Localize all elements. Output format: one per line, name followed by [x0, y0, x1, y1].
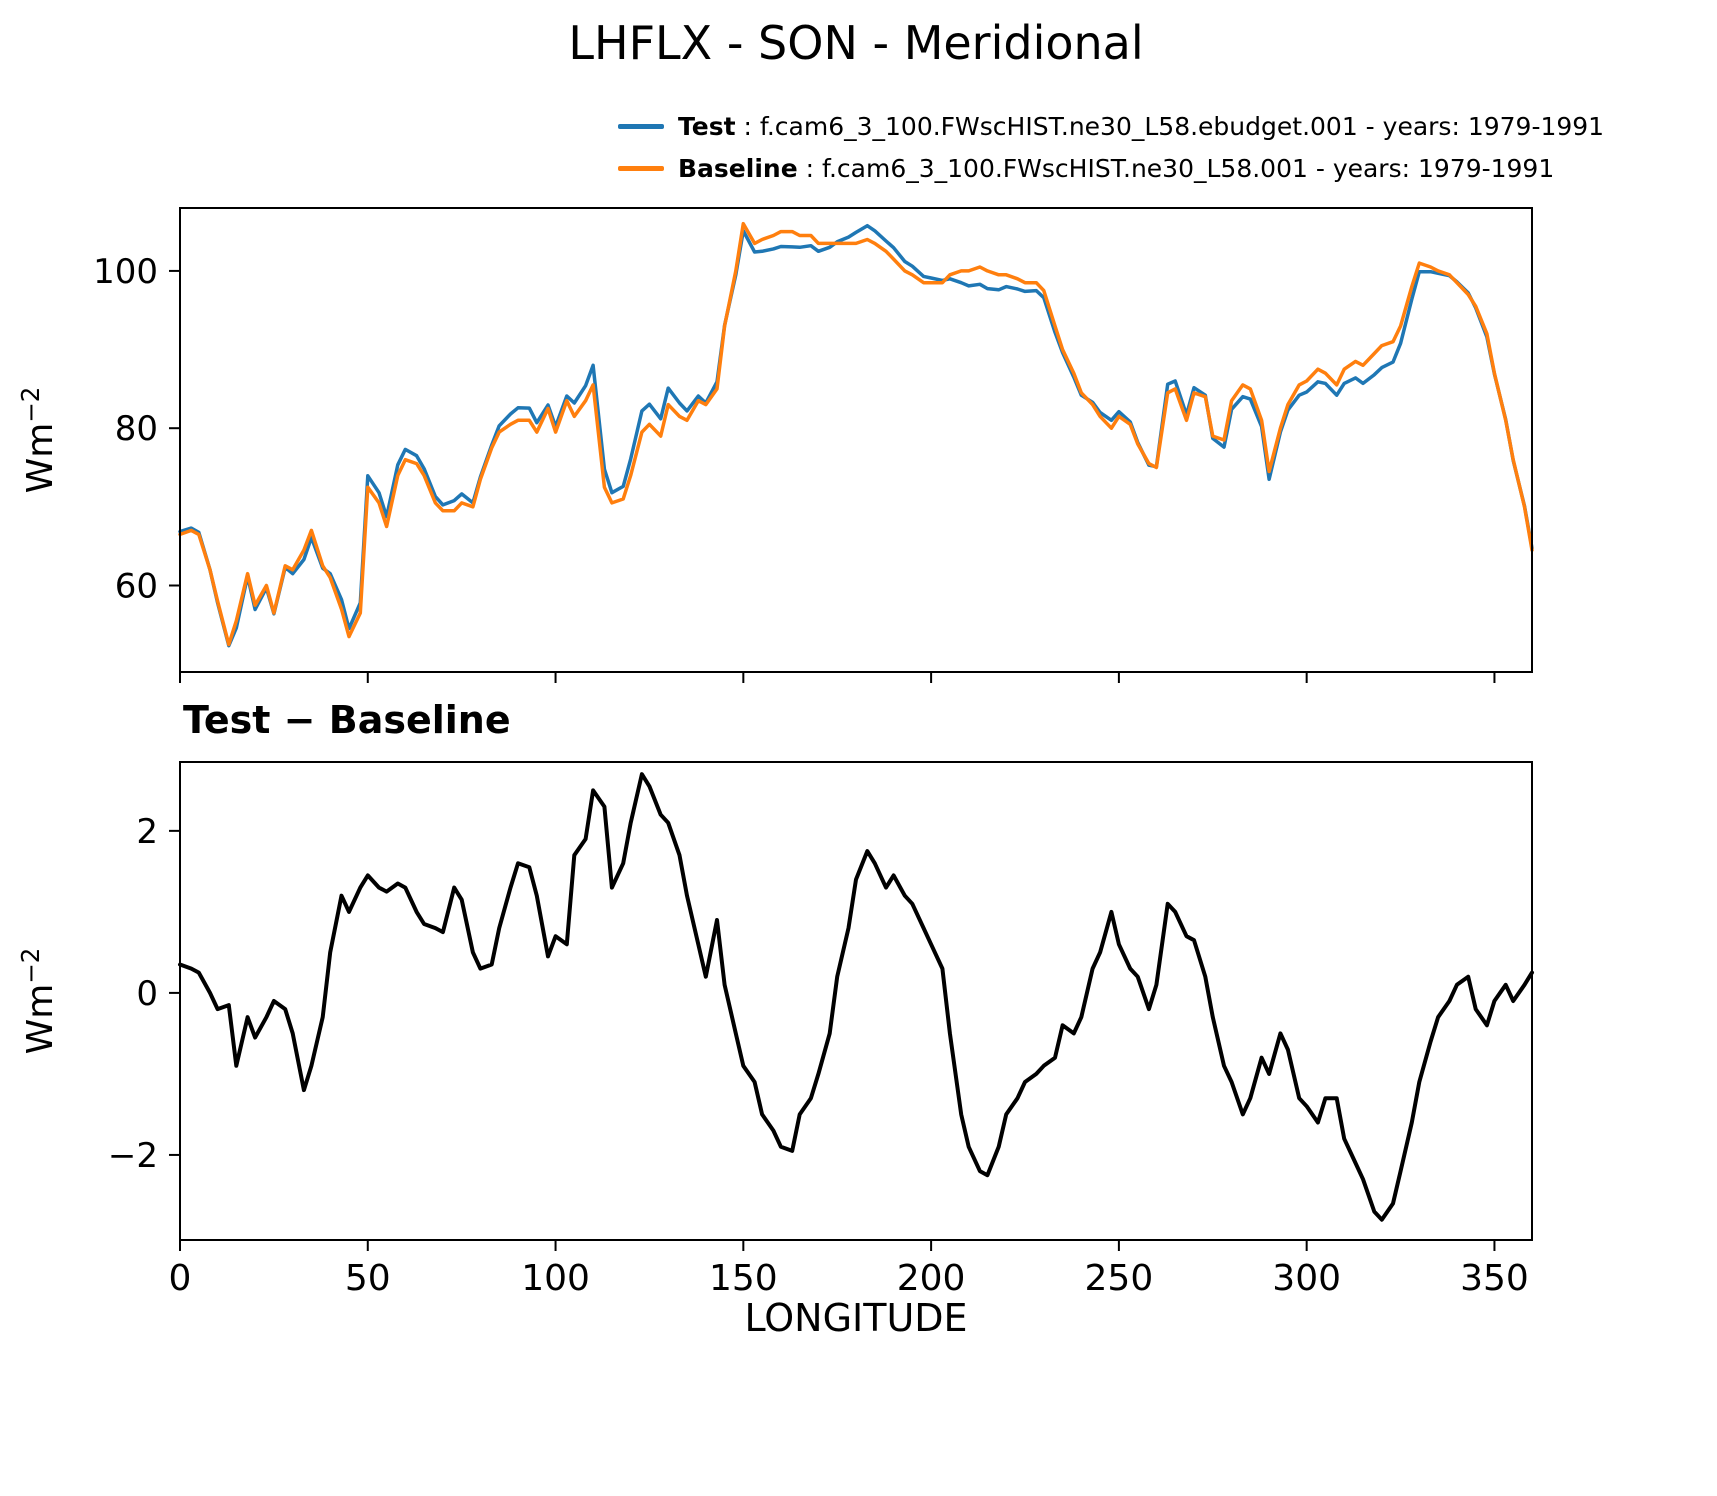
legend-item-baseline: Baseline : f.cam6_3_100.FWscHIST.ne30_L5…	[618, 154, 1604, 183]
difference-panel-title: Test − Baseline	[183, 698, 511, 742]
svg-text:350: 350	[1460, 1258, 1529, 1299]
svg-text:−2: −2	[108, 1136, 158, 1176]
legend-item-test: Test : f.cam6_3_100.FWscHIST.ne30_L58.eb…	[618, 112, 1604, 141]
x-axis-label: LONGITUDE	[744, 1296, 968, 1340]
legend: Test : f.cam6_3_100.FWscHIST.ne30_L58.eb…	[618, 112, 1604, 183]
svg-text:250: 250	[1085, 1258, 1154, 1299]
svg-text:100: 100	[521, 1258, 590, 1299]
svg-text:0: 0	[136, 974, 158, 1014]
legend-baseline-label: Baseline	[678, 154, 798, 183]
svg-text:2: 2	[136, 812, 158, 852]
chart-title: LHFLX - SON - Meridional	[568, 16, 1144, 70]
legend-baseline-text: : f.cam6_3_100.FWscHIST.ne30_L58.001 - y…	[797, 154, 1555, 183]
test-line-swatch	[618, 124, 664, 129]
legend-test-label: Test	[678, 112, 736, 141]
svg-text:80: 80	[115, 409, 158, 449]
svg-text:150: 150	[709, 1258, 778, 1299]
y-axis-label-bottom: Wm−2	[15, 947, 61, 1055]
svg-text:300: 300	[1272, 1258, 1341, 1299]
svg-text:60: 60	[115, 566, 158, 606]
baseline-line-swatch	[618, 166, 664, 171]
legend-test-text: : f.cam6_3_100.FWscHIST.ne30_L58.ebudget…	[735, 112, 1605, 141]
svg-text:0: 0	[169, 1258, 192, 1299]
svg-text:50: 50	[345, 1258, 391, 1299]
svg-text:100: 100	[93, 252, 158, 292]
y-axis-label-top: Wm−2	[15, 386, 61, 494]
svg-text:200: 200	[897, 1258, 966, 1299]
